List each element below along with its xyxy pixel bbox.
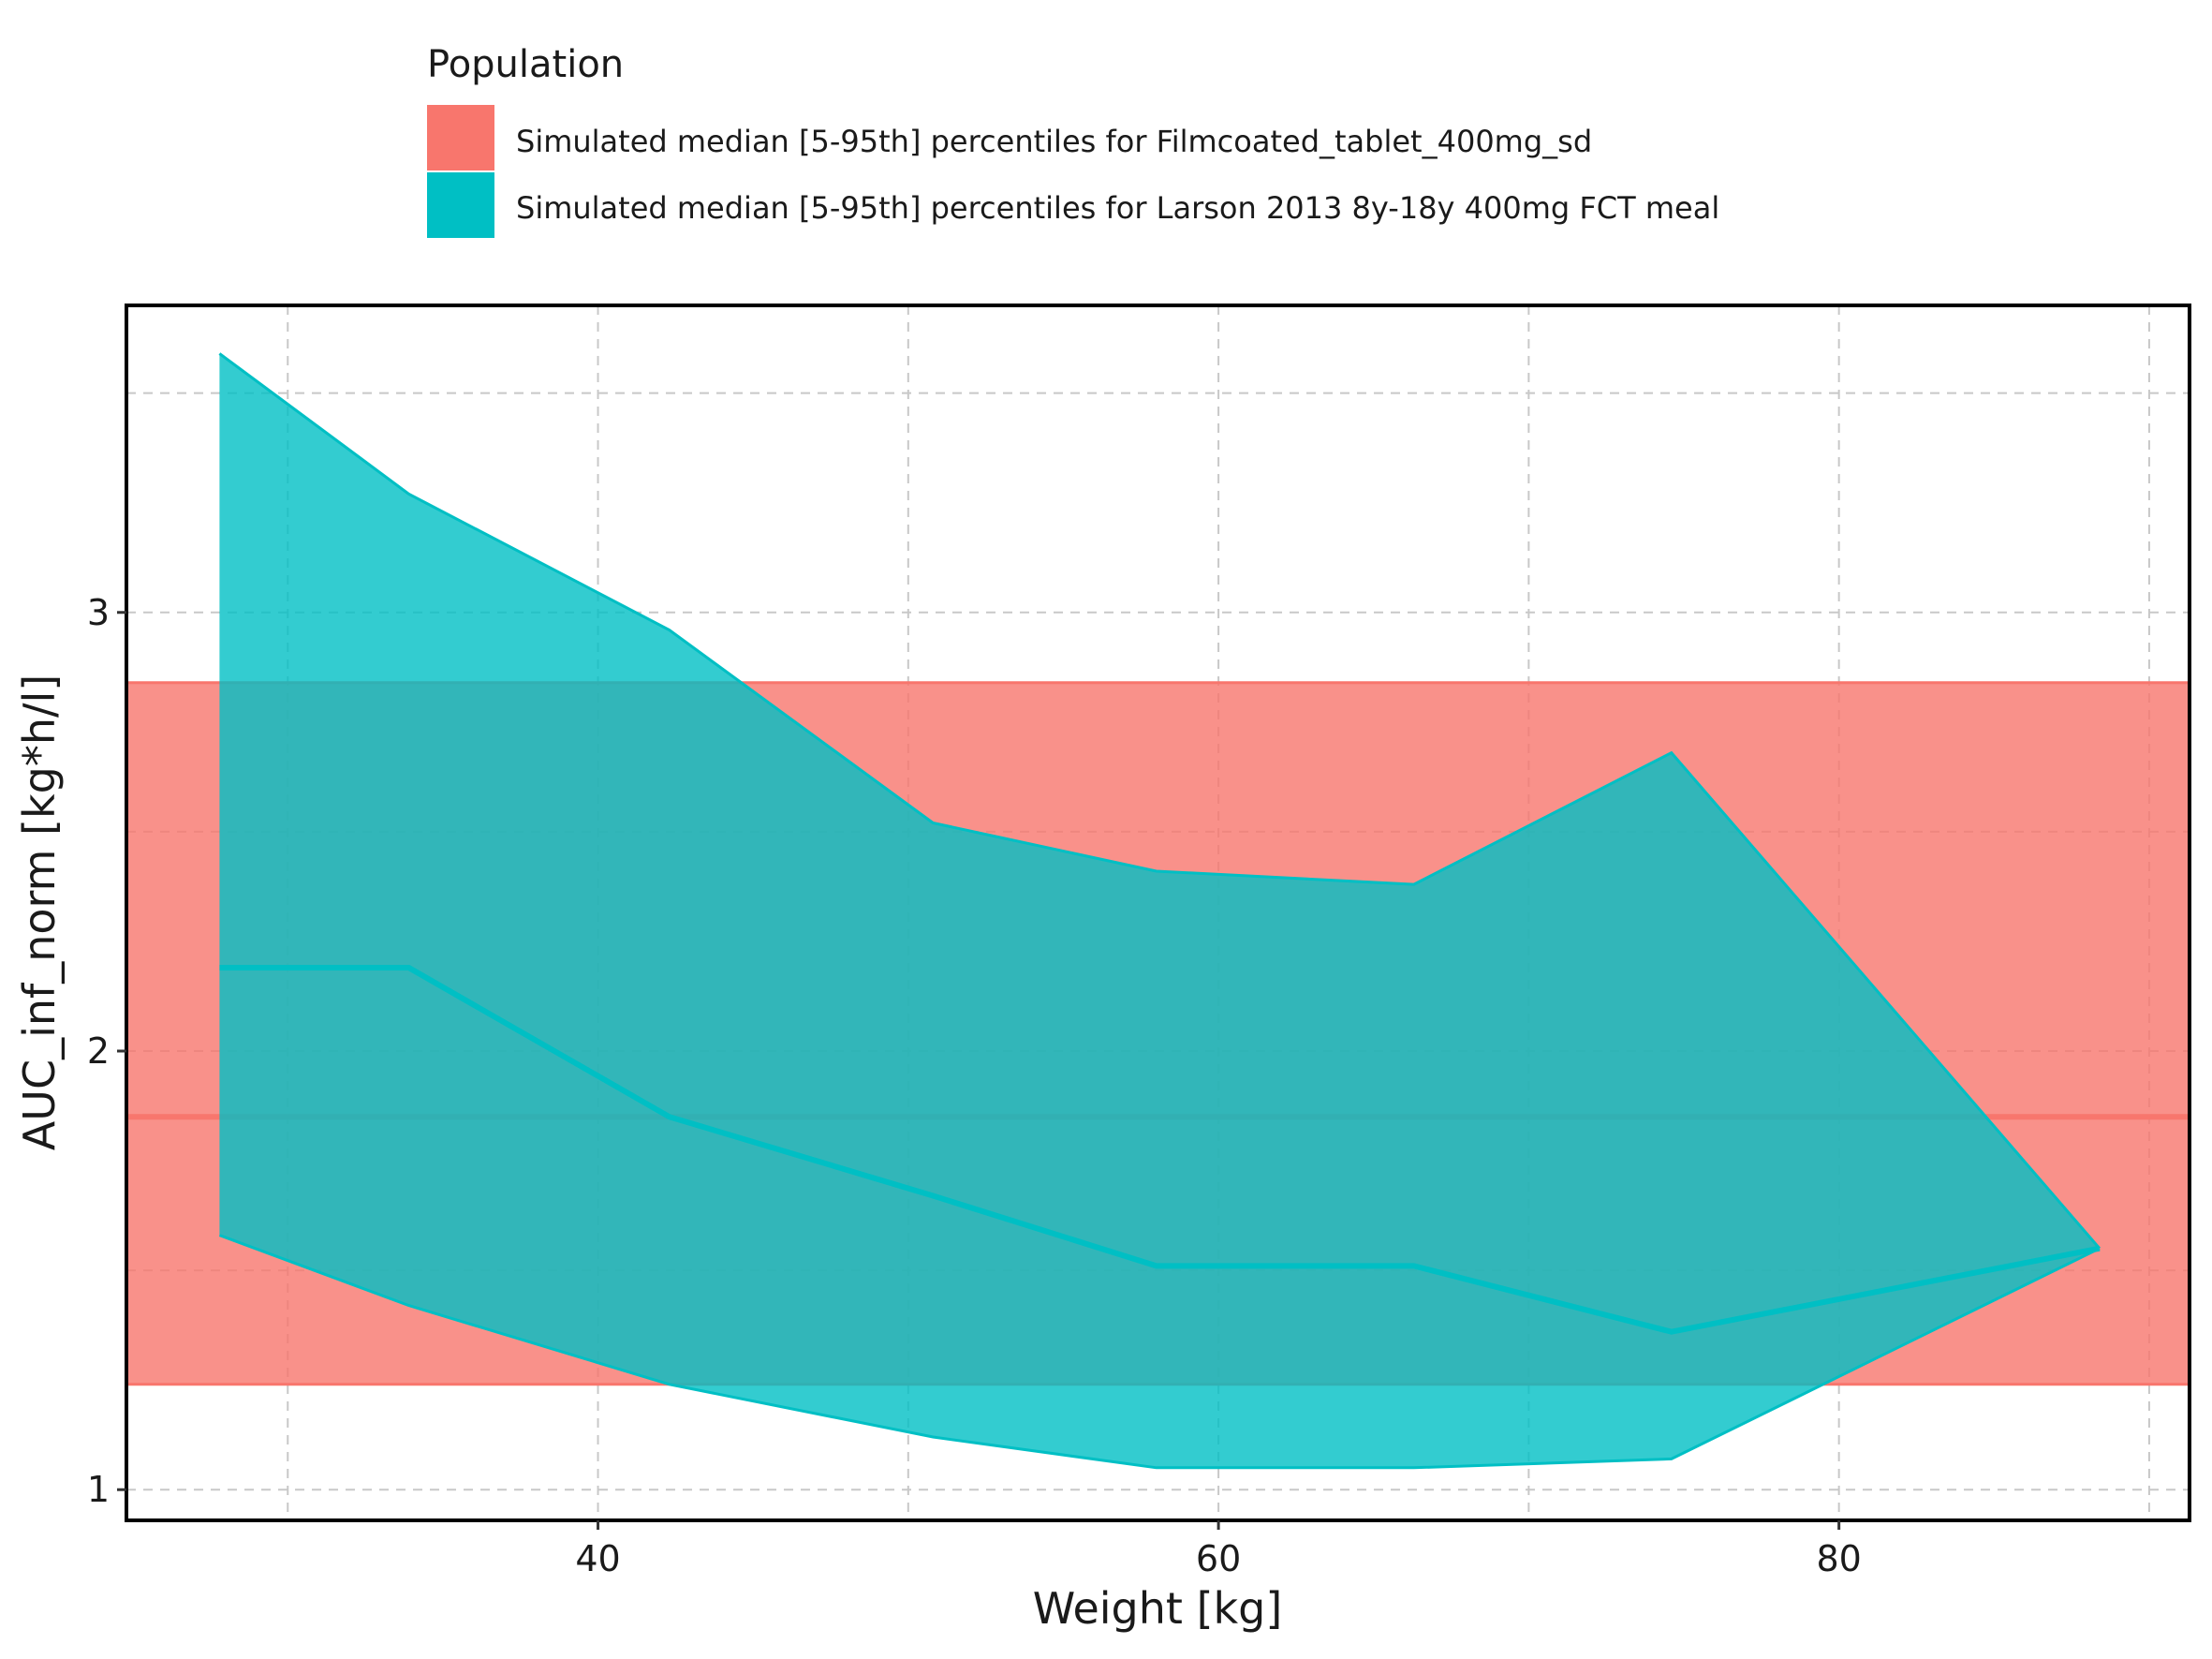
larson-lower-line bbox=[218, 1234, 2101, 1470]
x-tick-label: 60 bbox=[1196, 1538, 1241, 1579]
y-tick-label: 2 bbox=[87, 1030, 110, 1072]
legend: Population Simulated median [5-95th] per… bbox=[427, 43, 1719, 238]
axis-ticks: 40 60 80 1 2 3 bbox=[87, 592, 1862, 1579]
legend-title: Population bbox=[427, 43, 624, 86]
plot-frame bbox=[125, 304, 2191, 1522]
x-tick-label: 40 bbox=[575, 1538, 620, 1579]
larson-percentile-band bbox=[219, 353, 2100, 1468]
x-tick-label: 80 bbox=[1816, 1538, 1861, 1579]
y-axis-title: AUC_inf_norm [kg*h/l] bbox=[14, 674, 65, 1150]
legend-swatch-filmcoated bbox=[427, 105, 494, 170]
y-tick-label: 1 bbox=[87, 1469, 110, 1510]
legend-label-filmcoated: Simulated median [5-95th] percentiles fo… bbox=[516, 124, 1592, 159]
larson-median-line bbox=[219, 965, 2101, 1335]
legend-label-larson: Simulated median [5-95th] percentiles fo… bbox=[516, 190, 1719, 226]
x-axis-title: Weight [kg] bbox=[1033, 1583, 1283, 1634]
legend-swatch-larson bbox=[427, 172, 494, 238]
plot-data bbox=[126, 352, 2190, 1470]
y-tick-label: 3 bbox=[87, 592, 110, 633]
larson-upper-line bbox=[218, 352, 2101, 1250]
